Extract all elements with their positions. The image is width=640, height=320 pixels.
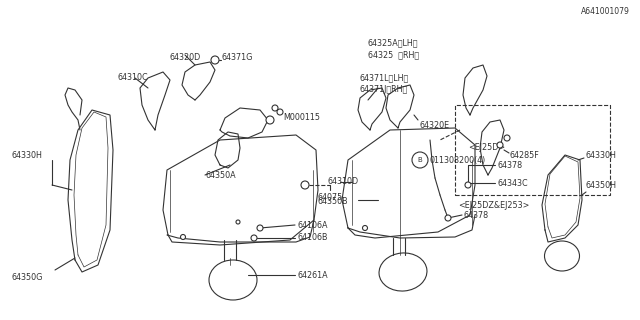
Text: <EJ25DZ&EJ253>: <EJ25DZ&EJ253> <box>458 201 529 210</box>
Text: 64310D: 64310D <box>327 178 358 187</box>
Text: 64350A: 64350A <box>205 171 236 180</box>
Circle shape <box>257 225 263 231</box>
Text: 64330H: 64330H <box>586 150 617 159</box>
Circle shape <box>412 152 428 168</box>
Text: 64371G: 64371G <box>222 53 253 62</box>
Circle shape <box>277 109 283 115</box>
Text: 64075: 64075 <box>318 194 343 203</box>
Circle shape <box>504 135 510 141</box>
Circle shape <box>180 235 186 239</box>
Text: M000115: M000115 <box>283 114 320 123</box>
Text: 64325  〈RH〉: 64325 〈RH〉 <box>368 51 419 60</box>
Text: 64310C: 64310C <box>118 74 148 83</box>
Text: 64261A: 64261A <box>297 270 328 279</box>
Text: B: B <box>418 157 422 163</box>
Text: 64343C: 64343C <box>497 179 527 188</box>
Text: <EJ25D>: <EJ25D> <box>468 143 505 153</box>
Text: A641001079: A641001079 <box>581 7 630 17</box>
Text: 64378: 64378 <box>464 211 489 220</box>
Text: 64350H: 64350H <box>586 180 617 189</box>
Circle shape <box>236 220 240 224</box>
Circle shape <box>301 181 309 189</box>
Circle shape <box>251 235 257 241</box>
Text: 011308200(4): 011308200(4) <box>430 156 486 164</box>
Text: 64378: 64378 <box>497 161 522 170</box>
Text: 64350G: 64350G <box>12 273 44 282</box>
Circle shape <box>211 56 219 64</box>
Text: 64371L〈LH〉: 64371L〈LH〉 <box>360 74 409 83</box>
Text: 64285F: 64285F <box>510 150 540 159</box>
Circle shape <box>266 116 274 124</box>
Circle shape <box>497 142 503 148</box>
Text: 64320E: 64320E <box>420 121 450 130</box>
Text: 64106B: 64106B <box>297 234 328 243</box>
Circle shape <box>272 105 278 111</box>
Circle shape <box>445 215 451 221</box>
Text: 64325A〈LH〉: 64325A〈LH〉 <box>368 38 419 47</box>
Text: 64330H: 64330H <box>12 150 43 159</box>
Circle shape <box>362 226 367 230</box>
Text: 64371J〈RH〉: 64371J〈RH〉 <box>360 85 408 94</box>
Text: 64106A: 64106A <box>297 220 328 229</box>
Text: 64350B: 64350B <box>318 197 349 206</box>
Text: 64320D: 64320D <box>170 53 201 62</box>
Circle shape <box>465 182 471 188</box>
